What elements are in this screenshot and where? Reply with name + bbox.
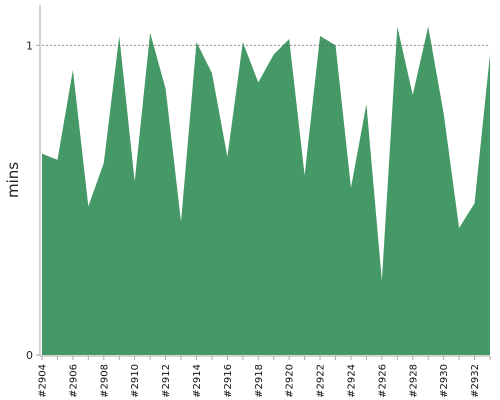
x-tick-label-2930: #2930 — [439, 364, 450, 398]
y-axis-title: mins — [4, 162, 22, 198]
x-tick-label-2916: #2916 — [223, 364, 234, 398]
x-tick-label-2928: #2928 — [408, 364, 419, 398]
x-tick-label-2924: #2924 — [346, 364, 357, 398]
axes: 0 1 #2904 #2906 #2908 #2910 #2912 #2914 #2916 #29… — [26, 5, 491, 398]
plot-area — [41, 26, 491, 356]
y-tick-label-1: 1 — [26, 39, 33, 52]
x-tick-label-2932: #2932 — [470, 364, 481, 398]
x-tick-label-2918: #2918 — [254, 364, 265, 398]
x-tick-label-2904: #2904 — [38, 364, 49, 398]
area-series-0 — [42, 26, 490, 356]
x-tick-label-2914: #2914 — [192, 364, 203, 398]
x-tick-label-2922: #2922 — [316, 364, 327, 398]
x-tick-label-2906: #2906 — [68, 364, 79, 398]
x-tick-label-2912: #2912 — [161, 364, 172, 398]
x-tick-label-2920: #2920 — [285, 364, 296, 398]
x-tick-label-2908: #2908 — [99, 364, 110, 398]
x-tick-label-2926: #2926 — [377, 364, 388, 398]
y-tick-label-0: 0 — [26, 349, 33, 362]
x-tick-label-2910: #2910 — [130, 364, 141, 398]
